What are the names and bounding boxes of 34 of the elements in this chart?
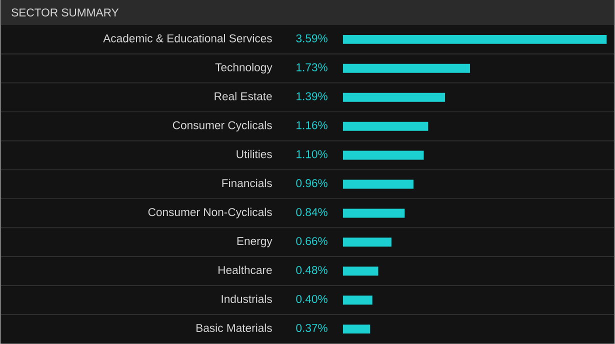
- y-tick-label: Technology: [215, 63, 272, 74]
- y-tick-label: Basic Materials: [196, 324, 272, 332]
- bar: [342, 34, 607, 44]
- y-tick-label: Consumer Non-Cyclicals: [148, 208, 272, 218]
- text: SECTOR SUMMARY: [12, 8, 119, 17]
- data-label: 0.84%: [296, 208, 328, 216]
- bar: [342, 266, 378, 276]
- data-label: 0.66%: [296, 237, 328, 246]
- bar: [342, 208, 405, 218]
- bar: [342, 64, 470, 73]
- data-label: 3.59%: [296, 34, 328, 42]
- data-label: 1.16%: [296, 121, 328, 130]
- data-label: 0.48%: [296, 266, 328, 274]
- bar: [342, 238, 392, 247]
- bar: [342, 180, 414, 189]
- y-tick-label: Healthcare: [218, 266, 272, 274]
- bar: [342, 92, 446, 102]
- y-tick-label: Energy: [237, 237, 272, 248]
- data-label: 1.73%: [296, 63, 328, 72]
- bar: [342, 150, 424, 160]
- data-label: 0.40%: [296, 295, 328, 304]
- bar: [342, 122, 428, 131]
- y-tick-label: Financials: [222, 178, 272, 188]
- y-tick-label: Utilities: [236, 150, 272, 158]
- y-tick-label: Industrials: [222, 294, 272, 304]
- y-tick-label: Real Estate: [214, 92, 272, 100]
- data-label: 0.37%: [296, 324, 328, 332]
- data-label: 1.39%: [296, 92, 328, 100]
- bar: [342, 296, 372, 305]
- y-tick-label: Academic & Educational Services: [103, 34, 272, 42]
- y-tick-label: Consumer Cyclicals: [172, 120, 272, 132]
- bar: [342, 324, 370, 334]
- data-label: 0.96%: [296, 179, 328, 188]
- data-label: 1.10%: [296, 150, 328, 158]
